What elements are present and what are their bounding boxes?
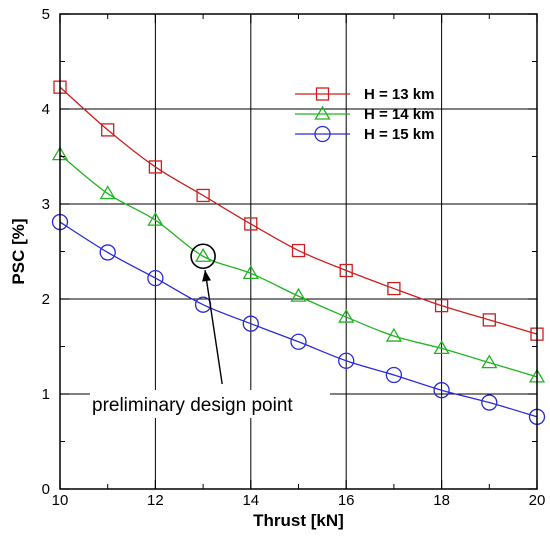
- data-point-triangle: [147, 211, 164, 226]
- data-point-square: [101, 123, 115, 137]
- data-point-square: [148, 160, 163, 174]
- y-tick-label: 2: [42, 291, 50, 308]
- legend-label: H = 15 km: [364, 126, 434, 143]
- data-point-triangle: [338, 308, 355, 323]
- x-tick-label: 12: [147, 492, 164, 509]
- x-tick-label: 10: [52, 492, 69, 509]
- data-point-square: [482, 313, 496, 327]
- series-group: [51, 80, 546, 425]
- y-tick-label: 4: [42, 101, 50, 118]
- legend-label: H = 13 km: [364, 86, 434, 103]
- legend-item-3: H = 15 km: [295, 125, 434, 143]
- legend-item-2: H = 14 km: [295, 105, 434, 123]
- data-point-triangle: [290, 287, 307, 302]
- data-point-square: [387, 281, 401, 296]
- data-point-circle: [481, 394, 498, 411]
- data-point-triangle: [99, 185, 116, 200]
- data-point-square: [291, 243, 306, 258]
- data-point-square: [196, 188, 210, 203]
- x-axis-title: Thrust [kN]: [253, 511, 344, 530]
- data-point-triangle: [194, 247, 212, 262]
- data-point-triangle: [242, 265, 259, 280]
- x-tick-label: 14: [242, 492, 259, 509]
- x-tick-label: 18: [433, 492, 450, 509]
- y-tick-label: 0: [42, 481, 50, 498]
- y-axis-title: PSC [%]: [9, 218, 28, 284]
- y-tick-label: 3: [42, 196, 50, 213]
- data-point-triangle: [433, 340, 450, 355]
- legend-marker-triangle: [314, 105, 331, 120]
- data-point-triangle: [481, 354, 498, 369]
- annotation-arrow-line: [204, 270, 223, 385]
- data-point-triangle: [385, 327, 403, 342]
- series-3: [51, 213, 546, 425]
- data-point-circle: [433, 382, 450, 399]
- legend-marker-circle: [314, 125, 331, 143]
- series-line: [59, 221, 538, 418]
- annotation-label: preliminary design point: [92, 395, 293, 416]
- data-point-circle: [338, 352, 355, 369]
- legend-marker-square: [315, 87, 330, 101]
- legend-label: H = 14 km: [364, 106, 434, 123]
- annotation-label-bg: [90, 390, 330, 418]
- series-line: [59, 154, 538, 378]
- data-point-circle: [242, 315, 259, 332]
- data-point-square: [244, 217, 258, 231]
- design-point-marker-circle: [190, 243, 216, 270]
- legend: H = 13 km H = 14 km H = 15 km: [295, 86, 434, 143]
- data-point-square: [339, 263, 353, 278]
- data-point-circle: [290, 333, 307, 350]
- annotation-group: preliminary design point: [90, 243, 330, 418]
- series-2: [51, 146, 546, 383]
- data-point-square: [434, 298, 449, 313]
- y-tick-label: 1: [42, 386, 50, 403]
- series-1: [53, 80, 544, 341]
- data-point-circle: [147, 269, 164, 287]
- annotation-arrow-head: [202, 270, 211, 282]
- legend-item-1: H = 13 km: [295, 86, 434, 103]
- data-point-circle: [99, 244, 116, 261]
- data-point-circle: [385, 366, 403, 384]
- x-tick-label: 20: [529, 492, 546, 509]
- x-tick-label: 16: [338, 492, 355, 509]
- y-tick-label: 5: [42, 6, 50, 23]
- series-line: [59, 86, 538, 335]
